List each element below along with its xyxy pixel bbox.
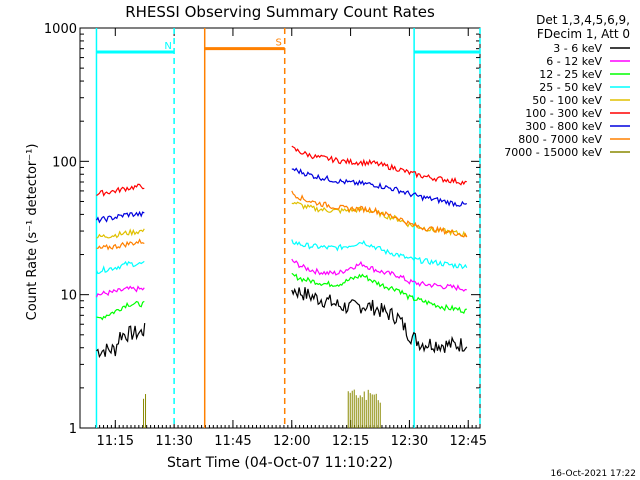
series-line <box>96 300 145 321</box>
series-line <box>291 258 467 292</box>
legend-label: 300 - 800 keV <box>525 120 602 133</box>
series-line <box>291 190 468 238</box>
x-tick-label: 11:30 <box>155 434 192 449</box>
series-line <box>95 210 145 224</box>
series-50-100keV <box>96 201 467 239</box>
x-tick-label: 11:15 <box>97 434 134 449</box>
series-3-6keV <box>96 287 468 359</box>
series-line <box>96 228 145 239</box>
chart-title: RHESSI Observing Summary Count Rates <box>125 3 435 21</box>
legend-label: 3 - 6 keV <box>553 42 602 55</box>
x-tick-label: 12:15 <box>332 434 369 449</box>
series-line <box>95 260 145 275</box>
legend-header-2: FDecim 1, Att 0 <box>537 27 630 41</box>
series-line <box>291 167 467 208</box>
series-line <box>96 238 145 251</box>
y-tick-label: 10 <box>60 289 77 304</box>
series-line <box>291 272 467 315</box>
legend-label: 25 - 50 keV <box>539 81 602 94</box>
series-25-50keV <box>95 239 468 275</box>
series-300-800keV <box>95 167 467 224</box>
series-line <box>291 145 467 186</box>
event-label: N <box>164 41 171 52</box>
legend-label: 800 - 7000 keV <box>518 133 602 146</box>
x-axis-label: Start Time (04-Oct-07 11:10:22) <box>167 455 393 471</box>
series-group <box>95 145 468 428</box>
series-6-12keV <box>95 258 467 298</box>
plot-axes: 1 10 100 1000 11:15 11:30 11:45 12:00 12:15 12:30… <box>44 22 487 449</box>
x-tick-label: 12:00 <box>273 434 310 449</box>
x-tick-label: 11:45 <box>214 434 251 449</box>
series-line <box>95 285 145 298</box>
y-tick-label: 1 <box>69 422 77 437</box>
y-axis-label: Count Rate (s⁻¹ detector⁻¹) <box>25 144 40 321</box>
series-800-7000keV <box>96 190 468 251</box>
x-tick-label: 12:45 <box>450 434 487 449</box>
legend: Det 1,3,4,5,6,9, FDecim 1, Att 0 3 - 6 k… <box>504 13 630 159</box>
legend-label: 12 - 25 keV <box>539 68 602 81</box>
legend-header-1: Det 1,3,4,5,6,9, <box>536 13 630 27</box>
legend-label: 7000 - 15000 keV <box>504 146 602 159</box>
event-label: S <box>276 38 282 49</box>
series-100-300keV <box>96 145 467 197</box>
legend-label: 100 - 300 keV <box>525 107 602 120</box>
y-tick-label: 100 <box>52 155 77 170</box>
legend-label: 6 - 12 keV <box>546 55 602 68</box>
series-line <box>291 287 468 354</box>
series-12-25keV <box>96 272 467 321</box>
series-7000-15000keV <box>143 389 381 428</box>
series-line <box>291 201 467 238</box>
series-line <box>96 323 146 359</box>
series-line <box>291 239 468 270</box>
y-tick-label: 1000 <box>44 22 77 37</box>
x-tick-label: 12:30 <box>391 434 428 449</box>
timestamp: 16-Oct-2021 17:22 <box>551 469 636 479</box>
series-line <box>96 183 145 197</box>
legend-label: 50 - 100 keV <box>532 94 602 107</box>
